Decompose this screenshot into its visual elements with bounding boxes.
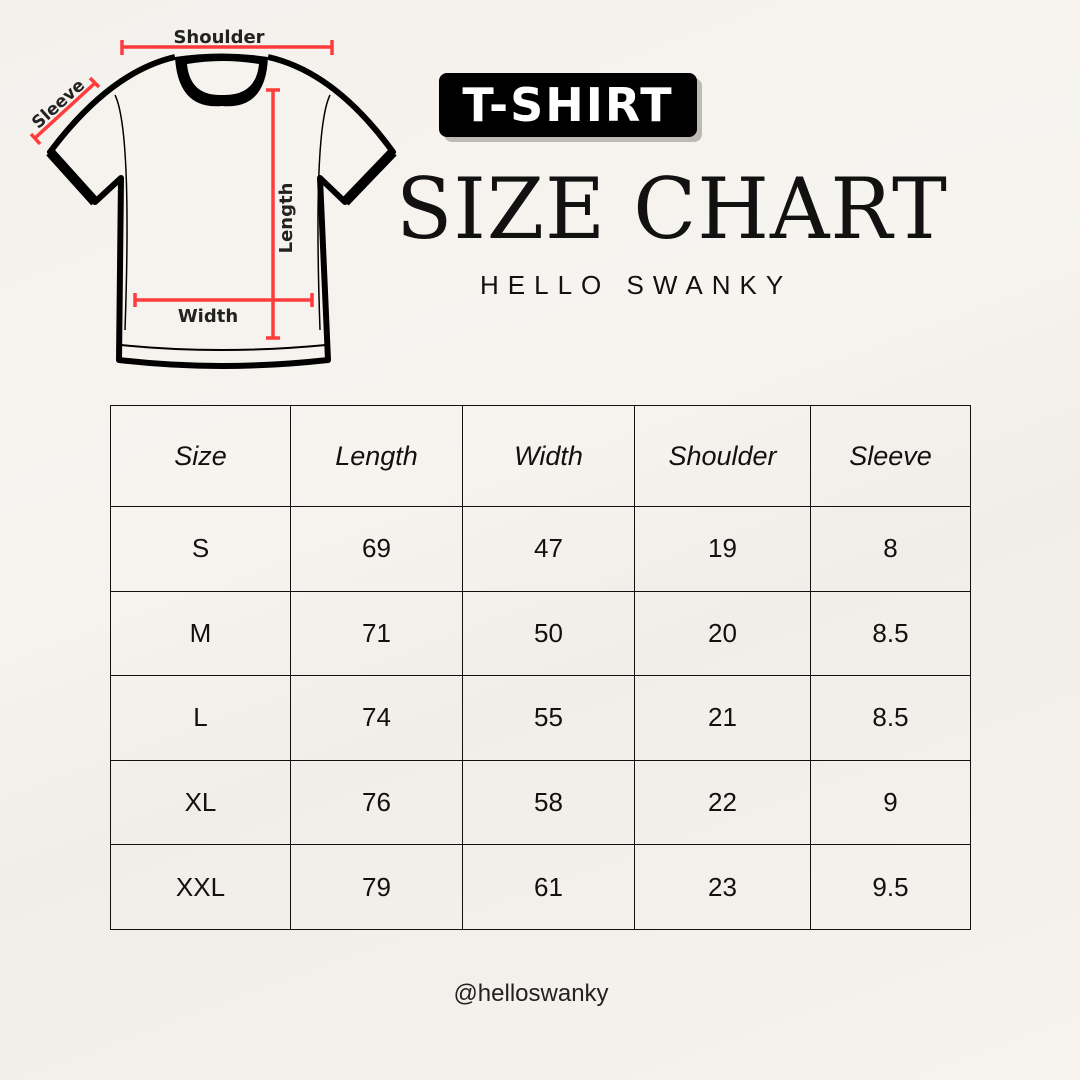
cell: 9 (810, 759, 971, 846)
cell: 8.5 (810, 675, 971, 761)
tshirt-badge: T-SHIRT (439, 73, 697, 137)
social-handle: @helloswanky (453, 980, 609, 1007)
col-header: Sleeve (810, 405, 971, 507)
cell: 50 (462, 590, 635, 677)
col-header: Shoulder (634, 405, 811, 507)
cell: 8.5 (810, 590, 971, 677)
shoulder-label: Shoulder (173, 27, 264, 48)
table-row: XXL 79 61 23 9.5 (110, 844, 971, 930)
cell: 74 (290, 675, 463, 761)
cell: 58 (462, 759, 635, 846)
col-header: Length (290, 405, 463, 507)
collar (175, 53, 268, 107)
table-row: XL 76 58 22 9 (110, 759, 971, 846)
size-table: Size Length Width Shoulder Sleeve S 69 47 1… (110, 405, 971, 930)
table-header-row: Size Length Width Shoulder Sleeve (110, 405, 971, 507)
cell: 20 (634, 590, 811, 677)
table-row: L 74 55 21 8.5 (110, 675, 971, 761)
brand-name: HELLO SWANKY (480, 270, 793, 300)
cell: 22 (634, 759, 811, 846)
cell: 23 (634, 844, 811, 930)
width-label: Width (178, 306, 238, 327)
cell: XL (110, 759, 291, 846)
table-row: M 71 50 20 8.5 (110, 590, 971, 677)
tshirt-diagram: Shoulder Sleeve Length Width (28, 27, 397, 369)
cell: 9.5 (810, 844, 971, 930)
cell: 76 (290, 759, 463, 846)
cell: XXL (110, 844, 291, 930)
col-header: Width (462, 405, 635, 507)
cell: 79 (290, 844, 463, 930)
length-label: Length (276, 183, 297, 254)
cell: L (110, 675, 291, 761)
cell: 55 (462, 675, 635, 761)
table-row: S 69 47 19 8 (110, 506, 971, 592)
cell: M (110, 590, 291, 677)
cell: 19 (634, 506, 811, 592)
tshirt-outline (47, 54, 396, 369)
cell: 8 (810, 506, 971, 592)
cell: S (110, 506, 291, 592)
col-header: Size (110, 405, 291, 507)
page-title: SIZE CHART (396, 160, 948, 258)
cell: 71 (290, 590, 463, 677)
cell: 61 (462, 844, 635, 930)
cell: 21 (634, 675, 811, 761)
cell: 47 (462, 506, 635, 592)
cell: 69 (290, 506, 463, 592)
